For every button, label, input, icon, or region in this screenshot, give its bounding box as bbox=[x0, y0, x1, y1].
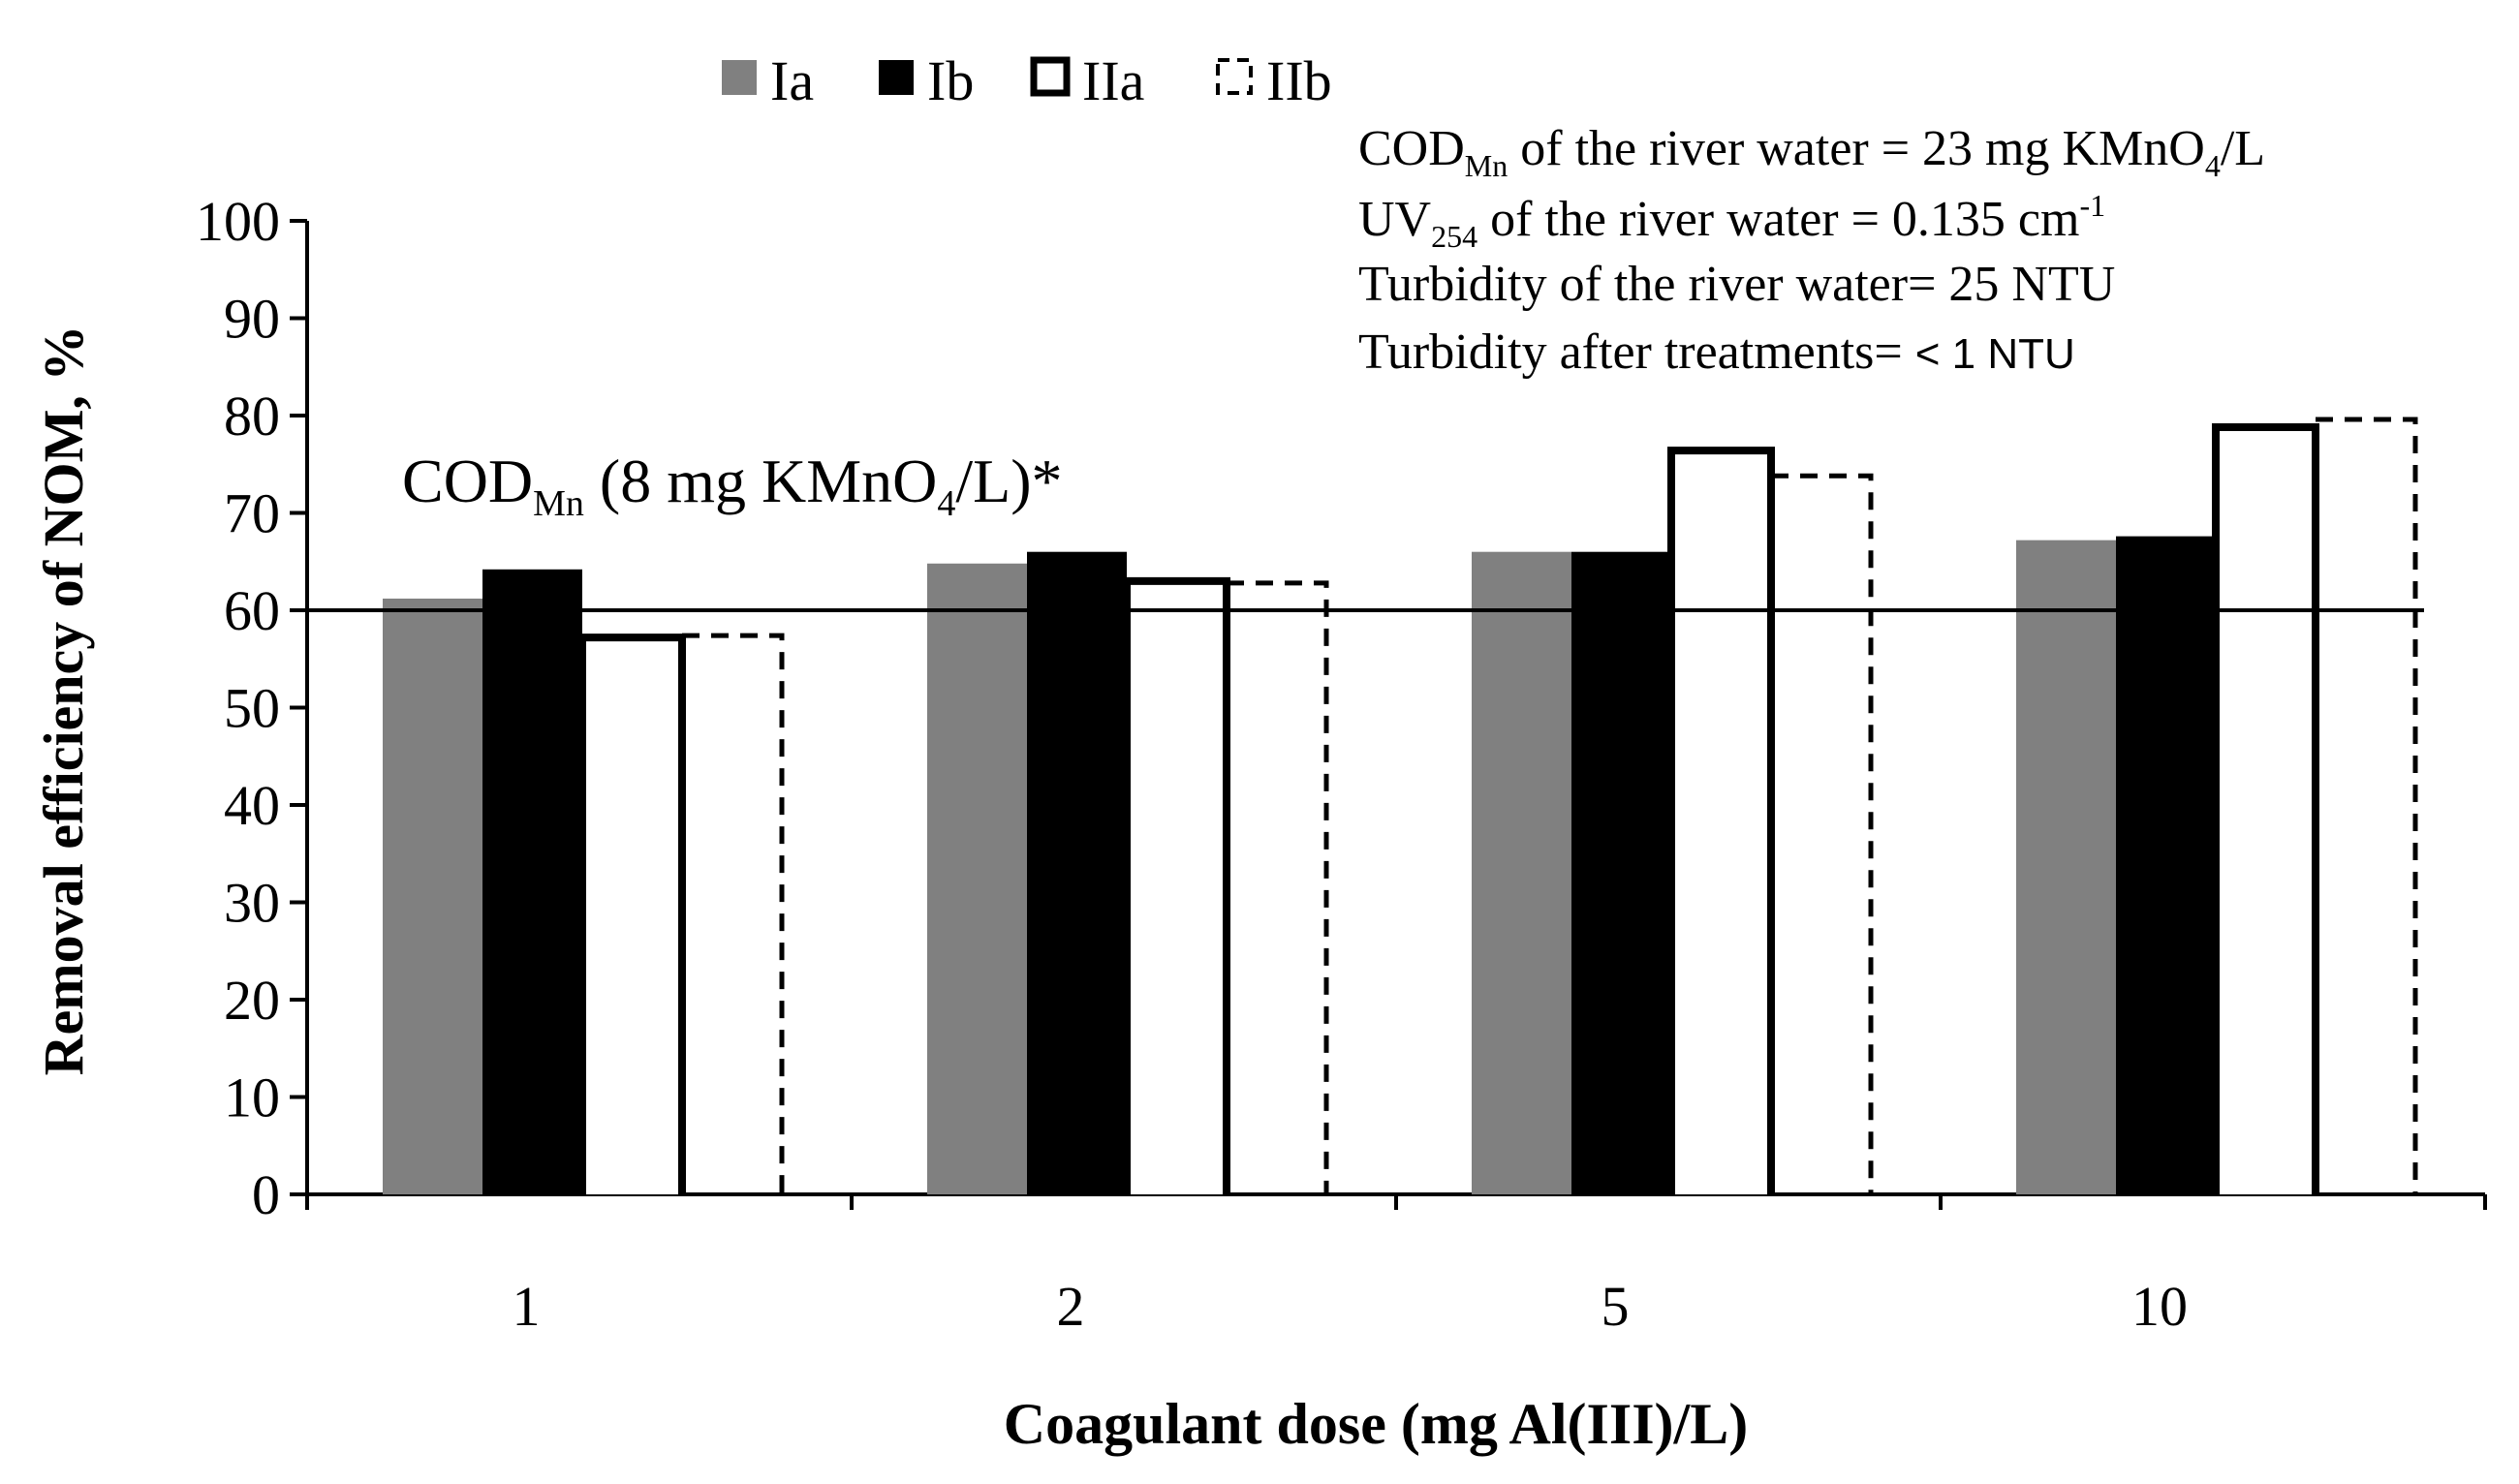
y-tick-label: 90 bbox=[224, 288, 280, 351]
y-ticks: 0 10 20 30 40 50 60 70 80 90 100 bbox=[196, 190, 307, 1226]
legend-swatch-iib bbox=[1216, 58, 1253, 95]
legend-swatch-iia bbox=[1030, 56, 1071, 97]
y-tick-label: 40 bbox=[224, 774, 280, 837]
reference-label-mid: (8 mg KMnO bbox=[584, 447, 937, 515]
annotation-cod-text: of the river water = 23 mg KMnO bbox=[1508, 121, 2205, 176]
x-tick-label: 1 bbox=[513, 1275, 541, 1338]
legend: Ia Ib IIa IIb bbox=[722, 49, 1332, 112]
x-axis-label: Coagulant dose (mg Al(III)/L) bbox=[1004, 1392, 1748, 1456]
y-tick-label: 50 bbox=[224, 677, 280, 740]
legend-label-ia: Ia bbox=[770, 49, 814, 112]
reference-label-sub: Mn bbox=[533, 483, 584, 524]
annotation-turbidity-river: Turbidity of the river water= 25 NTU bbox=[1358, 257, 2115, 312]
reference-line-label: CODMn (8 mg KMnO4/L)* bbox=[402, 447, 1063, 524]
annotations: CODMn of the river water = 23 mg KMnO4/L… bbox=[1358, 121, 2265, 380]
annotation-turbidity-after-value: < 1 NTU bbox=[1915, 330, 2075, 378]
annotation-uv-sup: -1 bbox=[2079, 188, 2105, 223]
annotation-cod-sub2: 4 bbox=[2205, 148, 2221, 183]
y-tick-label: 30 bbox=[224, 872, 280, 935]
bar-ia bbox=[383, 598, 482, 1194]
y-tick-label: 10 bbox=[224, 1067, 280, 1129]
y-tick-label: 80 bbox=[224, 385, 280, 448]
bar-iia bbox=[1123, 576, 1230, 1194]
annotation-cod-sub: Mn bbox=[1465, 148, 1508, 183]
y-tick-label: 20 bbox=[224, 969, 280, 1032]
bar-iia bbox=[2212, 423, 2319, 1194]
bar-ib bbox=[2116, 536, 2216, 1194]
bar-ib bbox=[1027, 551, 1127, 1194]
x-tick-label: 2 bbox=[1057, 1275, 1085, 1338]
y-tick-label: 70 bbox=[224, 482, 280, 545]
reference-label-end: /L)* bbox=[955, 447, 1062, 515]
legend-label-ib: Ib bbox=[927, 49, 974, 112]
bar-ib bbox=[482, 569, 582, 1194]
bar-iib bbox=[2316, 417, 2418, 1194]
annotation-uv-sub: 254 bbox=[1431, 219, 1477, 254]
legend-swatch-ia bbox=[722, 60, 757, 95]
bar-iia bbox=[578, 634, 686, 1194]
y-axis-label: Removal efficiency of NOM, % bbox=[32, 325, 95, 1076]
y-tick-label: 0 bbox=[252, 1163, 280, 1226]
bar-iib bbox=[682, 633, 785, 1194]
annotation-turbidity-after-text: Turbidity after treatments= bbox=[1358, 325, 1915, 380]
annotation-uv-main: UV bbox=[1358, 192, 1431, 247]
bar-ia bbox=[927, 563, 1027, 1194]
annotation-uv: UV254 of the river water = 0.135 cm-1 bbox=[1358, 188, 2105, 254]
annotation-cod-end: /L bbox=[2221, 121, 2265, 176]
bar-iib bbox=[1227, 580, 1329, 1194]
annotation-cod-main: COD bbox=[1358, 121, 1465, 176]
bar-iib bbox=[1771, 473, 1874, 1194]
y-tick-label: 100 bbox=[196, 190, 280, 253]
legend-label-iia: IIa bbox=[1082, 49, 1144, 112]
x-tick-label: 10 bbox=[2131, 1275, 2188, 1338]
annotation-uv-text: of the river water = 0.135 cm bbox=[1477, 192, 2079, 247]
legend-label-iib: IIb bbox=[1266, 49, 1332, 112]
annotation-cod: CODMn of the river water = 23 mg KMnO4/L bbox=[1358, 121, 2265, 183]
annotation-turbidity-after: Turbidity after treatments= < 1 NTU bbox=[1358, 325, 2075, 380]
bar-ia bbox=[1472, 551, 1571, 1194]
legend-swatch-ib bbox=[879, 60, 914, 95]
bars bbox=[383, 417, 2418, 1194]
bar-ib bbox=[1571, 551, 1671, 1194]
x-tick-label: 5 bbox=[1602, 1275, 1630, 1338]
bar-iia bbox=[1667, 447, 1775, 1194]
reference-label-sub2: 4 bbox=[937, 483, 955, 524]
reference-label-main: COD bbox=[402, 447, 533, 515]
x-ticks: 1 2 5 10 bbox=[305, 1194, 2487, 1338]
y-tick-label: 60 bbox=[224, 579, 280, 642]
bar-ia bbox=[2016, 540, 2116, 1194]
